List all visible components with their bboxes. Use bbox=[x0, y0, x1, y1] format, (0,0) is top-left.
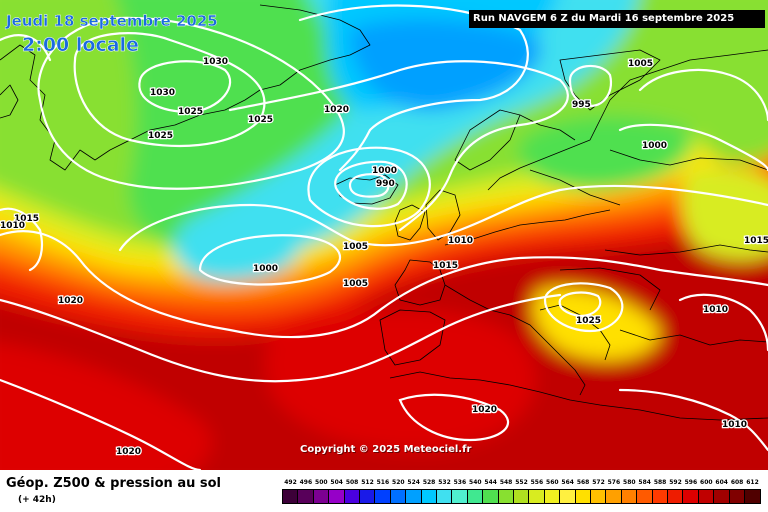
legend-tick-label: 504 bbox=[330, 479, 343, 486]
lead-time: (+ 42h) bbox=[18, 495, 56, 505]
legend-tick-label: 528 bbox=[422, 479, 436, 486]
legend-tick-label: 544 bbox=[484, 479, 497, 486]
isobar-label: 1025 bbox=[148, 131, 173, 141]
isobar-label: 1030 bbox=[150, 88, 175, 98]
isobar-label: 1010 bbox=[448, 236, 473, 246]
legend-tick-label: 608 bbox=[730, 479, 744, 486]
legend-tick-label: 560 bbox=[546, 479, 559, 486]
legend-tick-label: 568 bbox=[576, 479, 590, 486]
isobar-label: 1025 bbox=[178, 107, 203, 117]
legend-tick-label: 524 bbox=[407, 479, 420, 486]
legend-swatch bbox=[744, 489, 761, 504]
legend-tick-label: 580 bbox=[623, 479, 636, 486]
legend-tick-label: 596 bbox=[684, 479, 698, 486]
isobar-label: 1000 bbox=[642, 141, 667, 151]
legend-tick-label: 564 bbox=[561, 479, 574, 486]
color-scale-legend: 492 496 500 504 508 512 516 520 524 528 532 536 540 5… bbox=[282, 479, 761, 509]
isobar-label: 1010 bbox=[0, 221, 25, 231]
isobar-label: 1025 bbox=[248, 115, 273, 125]
legend-tick-label: 556 bbox=[530, 479, 544, 486]
isobar-label: 1005 bbox=[343, 242, 368, 252]
legend-tick-label: 520 bbox=[392, 479, 405, 486]
legend-tick-label: 496 bbox=[299, 479, 313, 486]
model-run-info: Run NAVGEM 6 Z du Mardi 16 septembre 202… bbox=[469, 10, 765, 28]
isobar-label: 995 bbox=[572, 100, 591, 110]
isobar-label: 1005 bbox=[628, 59, 653, 69]
isobar-label: 1030 bbox=[203, 57, 228, 67]
isobar-label: 990 bbox=[376, 179, 395, 189]
isobar-label: 1020 bbox=[324, 105, 349, 115]
legend-tick-label: 592 bbox=[669, 479, 682, 486]
weather-map: 1030 1030 1025 1025 1025 1020 1005 995 1… bbox=[0, 0, 768, 470]
isobar-label: 1015 bbox=[14, 214, 39, 224]
variable-title: Géop. Z500 & pression au sol bbox=[6, 476, 221, 491]
isobar-label: 1025 bbox=[576, 316, 601, 326]
footer-panel: Géop. Z500 & pression au sol (+ 42h) 492… bbox=[0, 470, 768, 512]
legend-tick-label: 508 bbox=[345, 479, 359, 486]
legend-tick-label: 492 bbox=[284, 479, 297, 486]
legend-tick-label: 572 bbox=[592, 479, 605, 486]
isobar-label: 1000 bbox=[253, 264, 278, 274]
legend-tick-label: 600 bbox=[700, 479, 713, 486]
isobar-label: 1020 bbox=[116, 447, 141, 457]
legend-tick-label: 576 bbox=[607, 479, 621, 486]
legend-tick-label: 584 bbox=[638, 479, 651, 486]
isobar-label: 1005 bbox=[343, 279, 368, 289]
legend-tick-label: 588 bbox=[653, 479, 667, 486]
isobar-label: 1000 bbox=[372, 166, 397, 176]
forecast-time: 2:00 locale bbox=[22, 34, 139, 57]
isobar-label: 1015 bbox=[433, 261, 458, 271]
legend-tick-label: 612 bbox=[746, 479, 759, 486]
legend-tick-label: 548 bbox=[499, 479, 513, 486]
legend-tick-label: 540 bbox=[469, 479, 482, 486]
isobars bbox=[0, 4, 768, 470]
legend-tick-label: 552 bbox=[515, 479, 528, 486]
forecast-date: Jeudi 18 septembre 2025 bbox=[6, 12, 218, 30]
legend-tick-label: 516 bbox=[376, 479, 390, 486]
legend-tick-label: 512 bbox=[361, 479, 374, 486]
copyright: Copyright © 2025 Meteociel.fr bbox=[300, 444, 472, 455]
isobar-label: 1010 bbox=[722, 420, 747, 430]
isobar-label: 1015 bbox=[744, 236, 768, 246]
isobar-label: 1020 bbox=[58, 296, 83, 306]
legend-tick-label: 536 bbox=[453, 479, 467, 486]
geopotential-field bbox=[0, 0, 768, 470]
legend-tick-label: 532 bbox=[438, 479, 451, 486]
isobar-labels: 1030 1030 1025 1025 1025 1020 1005 995 1… bbox=[0, 56, 768, 459]
legend-tick-label: 604 bbox=[715, 479, 728, 486]
isobar-label: 1010 bbox=[703, 305, 728, 315]
legend-tick-label: 500 bbox=[315, 479, 328, 486]
isobar-label: 1020 bbox=[472, 405, 497, 415]
